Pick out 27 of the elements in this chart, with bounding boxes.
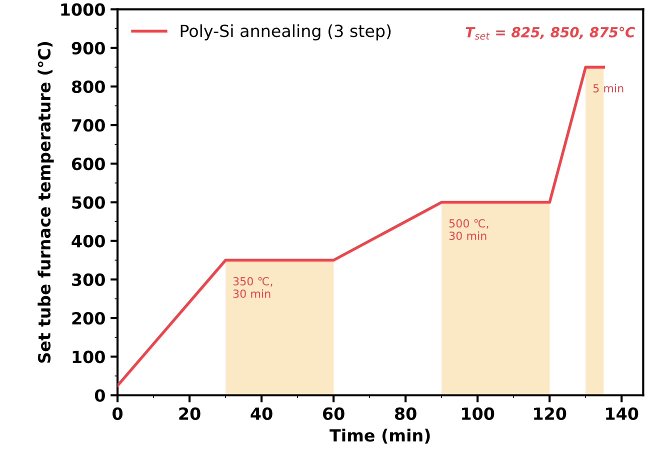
y-tick-label: 900	[72, 42, 105, 54]
y-tick-label: 700	[72, 119, 105, 132]
y-tick-label: 500	[72, 196, 105, 209]
y-tick-label: 100	[72, 350, 105, 364]
y-tick-label: 0	[94, 389, 105, 402]
x-tick-label: 80	[394, 407, 416, 420]
x-tick-label: 120	[534, 407, 566, 420]
y-tick-label: 400	[72, 234, 105, 248]
x-tick-label: 60	[323, 407, 344, 420]
annotation: 5 min	[593, 84, 624, 92]
line-series	[118, 66, 605, 387]
y-axis-title: Set tube furnace temperature (℃)	[38, 42, 54, 363]
x-tick-label: 40	[250, 407, 272, 420]
legend-label: Poly-Si annealing (3 step)	[180, 24, 391, 40]
x-tick-label: 100	[462, 407, 494, 420]
y-tick-label: 800	[72, 80, 105, 94]
x-tick-label: 20	[179, 407, 200, 420]
annotation: 500 ℃, 30 min	[449, 219, 488, 240]
x-tick-label: 140	[606, 407, 638, 420]
x-tick-label: 0	[112, 407, 123, 420]
y-tick-label: 1000	[61, 3, 105, 16]
y-tick-label: 200	[72, 312, 105, 325]
y-tick-label: 300	[72, 273, 105, 286]
annotation: T$_{set}$ = 825, 850, 875℃	[466, 26, 636, 40]
annotation: 350 ℃, 30 min	[233, 277, 272, 298]
y-tick-label: 600	[72, 158, 105, 170]
x-axis-title: Time (min)	[330, 428, 430, 444]
